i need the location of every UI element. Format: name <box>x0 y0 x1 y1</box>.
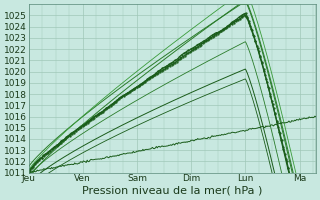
X-axis label: Pression niveau de la mer( hPa ): Pression niveau de la mer( hPa ) <box>82 186 262 196</box>
